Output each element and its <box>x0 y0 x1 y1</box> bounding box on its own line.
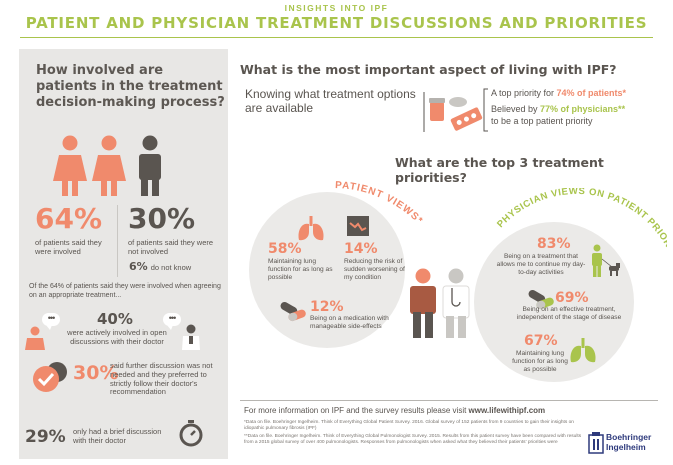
kicker: INSIGHTS INTO IPF <box>284 3 389 13</box>
dont-know-value: 6% <box>129 260 148 273</box>
row2-caption: said further discussion was not needed a… <box>110 361 213 397</box>
stat-involved-caption: of patients said they were involved <box>35 238 102 256</box>
stat-divider <box>117 205 118 277</box>
footnote-1: *Data on file. Boehringer Ingelheim. Thi… <box>244 420 574 431</box>
bubble-dots: ••• <box>47 313 55 323</box>
physician-priority-1-value: 83% <box>537 236 571 252</box>
person-female-icon <box>53 135 87 196</box>
physicians-prefix: Believed by <box>491 104 541 114</box>
survey-link[interactable]: www.lifewithipf.com <box>468 406 546 415</box>
patient-figure-icon <box>410 268 436 338</box>
patient-priority-1-caption: Maintaining lung function for as long as… <box>268 258 333 281</box>
logo-line-2: Ingelheim <box>606 441 646 452</box>
patient-views-circle <box>249 192 405 348</box>
involvement-panel <box>19 49 228 459</box>
doctor-figure-icon <box>442 268 470 338</box>
physician-views-circle <box>474 222 634 382</box>
physicians-value: 77% of physicians** <box>540 104 626 114</box>
row2-value: 30% <box>73 362 119 384</box>
footnotes: *Data on file. Boehringer Ingelheim. Thi… <box>244 420 584 446</box>
person-with-dog-icon <box>592 244 620 277</box>
boehringer-logo-text: Boehringer Ingelheim <box>606 432 652 452</box>
check-bubble-icon <box>33 362 67 392</box>
priorities-question: What are the top 3 treatment priorities? <box>395 155 604 185</box>
lungs-icon <box>298 216 324 241</box>
capsules-icon <box>528 290 554 310</box>
stopwatch-icon <box>179 420 203 447</box>
patient-priority-2-caption: Reducing the risk of sudden worsening of… <box>344 258 405 281</box>
patients-prefix: A top priority for <box>491 88 557 98</box>
person-coral-icon <box>25 326 45 350</box>
physician-priority-2-value: 69% <box>555 290 589 306</box>
patients-priority: A top priority for 74% of patients* <box>491 88 626 98</box>
physicians-priority: Believed by 77% of physicians** <box>491 104 625 114</box>
doctor-icon <box>182 324 200 350</box>
speech-bubble-icon: ••• <box>42 313 60 330</box>
row1-value: 40% <box>97 310 133 328</box>
footer-more-info: For more information on IPF and the surv… <box>244 406 545 415</box>
physician-priority-2-caption: Being on an effective treatment, indepen… <box>516 306 622 321</box>
physician-priority-1-caption: Being on a treatment that allows me to c… <box>496 253 586 276</box>
people-icon-group <box>53 135 161 196</box>
person-male-icon <box>139 135 161 196</box>
dont-know-row: 6% do not know <box>129 260 191 273</box>
logo-line-1: Boehringer <box>606 432 652 442</box>
row3-value: 29% <box>25 427 66 447</box>
more-info-text: For more information on IPF and the surv… <box>244 406 469 415</box>
physician-views-label: PHYSICIAN VIEWS ON PATIENT PRIORITIES** <box>495 188 667 282</box>
dont-know-caption: do not know <box>150 263 192 272</box>
stat-involved-value: 64% <box>35 202 103 235</box>
patient-priority-3-caption: Being on a medication with manageable si… <box>310 315 389 330</box>
pills-icon <box>423 92 483 132</box>
patient-and-doctor-icon <box>410 268 470 338</box>
chart-down-icon <box>347 216 369 236</box>
stat-not-involved-caption: of patients said they were not involved <box>128 238 214 256</box>
title-rule <box>20 37 653 38</box>
person-female-icon <box>92 135 126 196</box>
bubble-dots: ••• <box>168 313 176 323</box>
boehringer-logo-icon <box>588 432 604 454</box>
row3-caption: only had a brief discussion with their d… <box>73 427 162 445</box>
bracket <box>483 88 488 132</box>
stat-not-involved-value: 30% <box>128 202 196 235</box>
physician-priority-3-value: 67% <box>524 333 558 349</box>
patient-priority-3-value: 12% <box>310 299 344 315</box>
physicians-suffix: to be a top patient priority <box>491 116 593 126</box>
lungs-icon <box>570 338 596 363</box>
patients-value: 74% of patients* <box>556 88 627 98</box>
page-title: PATIENT AND PHYSICIAN TREATMENT DISCUSSI… <box>25 14 648 32</box>
involvement-heading: How involved are patients in the treatme… <box>36 63 225 110</box>
aspect-answer: Knowing what treatment options are avail… <box>245 87 416 115</box>
footer-rule <box>240 400 658 401</box>
physician-priority-3-caption: Maintaining lung function for as long as… <box>512 350 568 373</box>
patient-priority-2-value: 14% <box>344 241 378 257</box>
row1-caption: were actively involved in open discussio… <box>67 328 167 346</box>
speech-bubble-icon: ••• <box>163 313 181 330</box>
patient-priority-1-value: 58% <box>268 241 302 257</box>
involved-subnote: Of the 64% of patients said they were in… <box>29 283 221 299</box>
capsules-icon <box>280 302 306 322</box>
aspect-question: What is the most important aspect of liv… <box>240 62 617 77</box>
footnote-2: **Data on file. Boehringer Ingelheim. Th… <box>244 434 582 445</box>
